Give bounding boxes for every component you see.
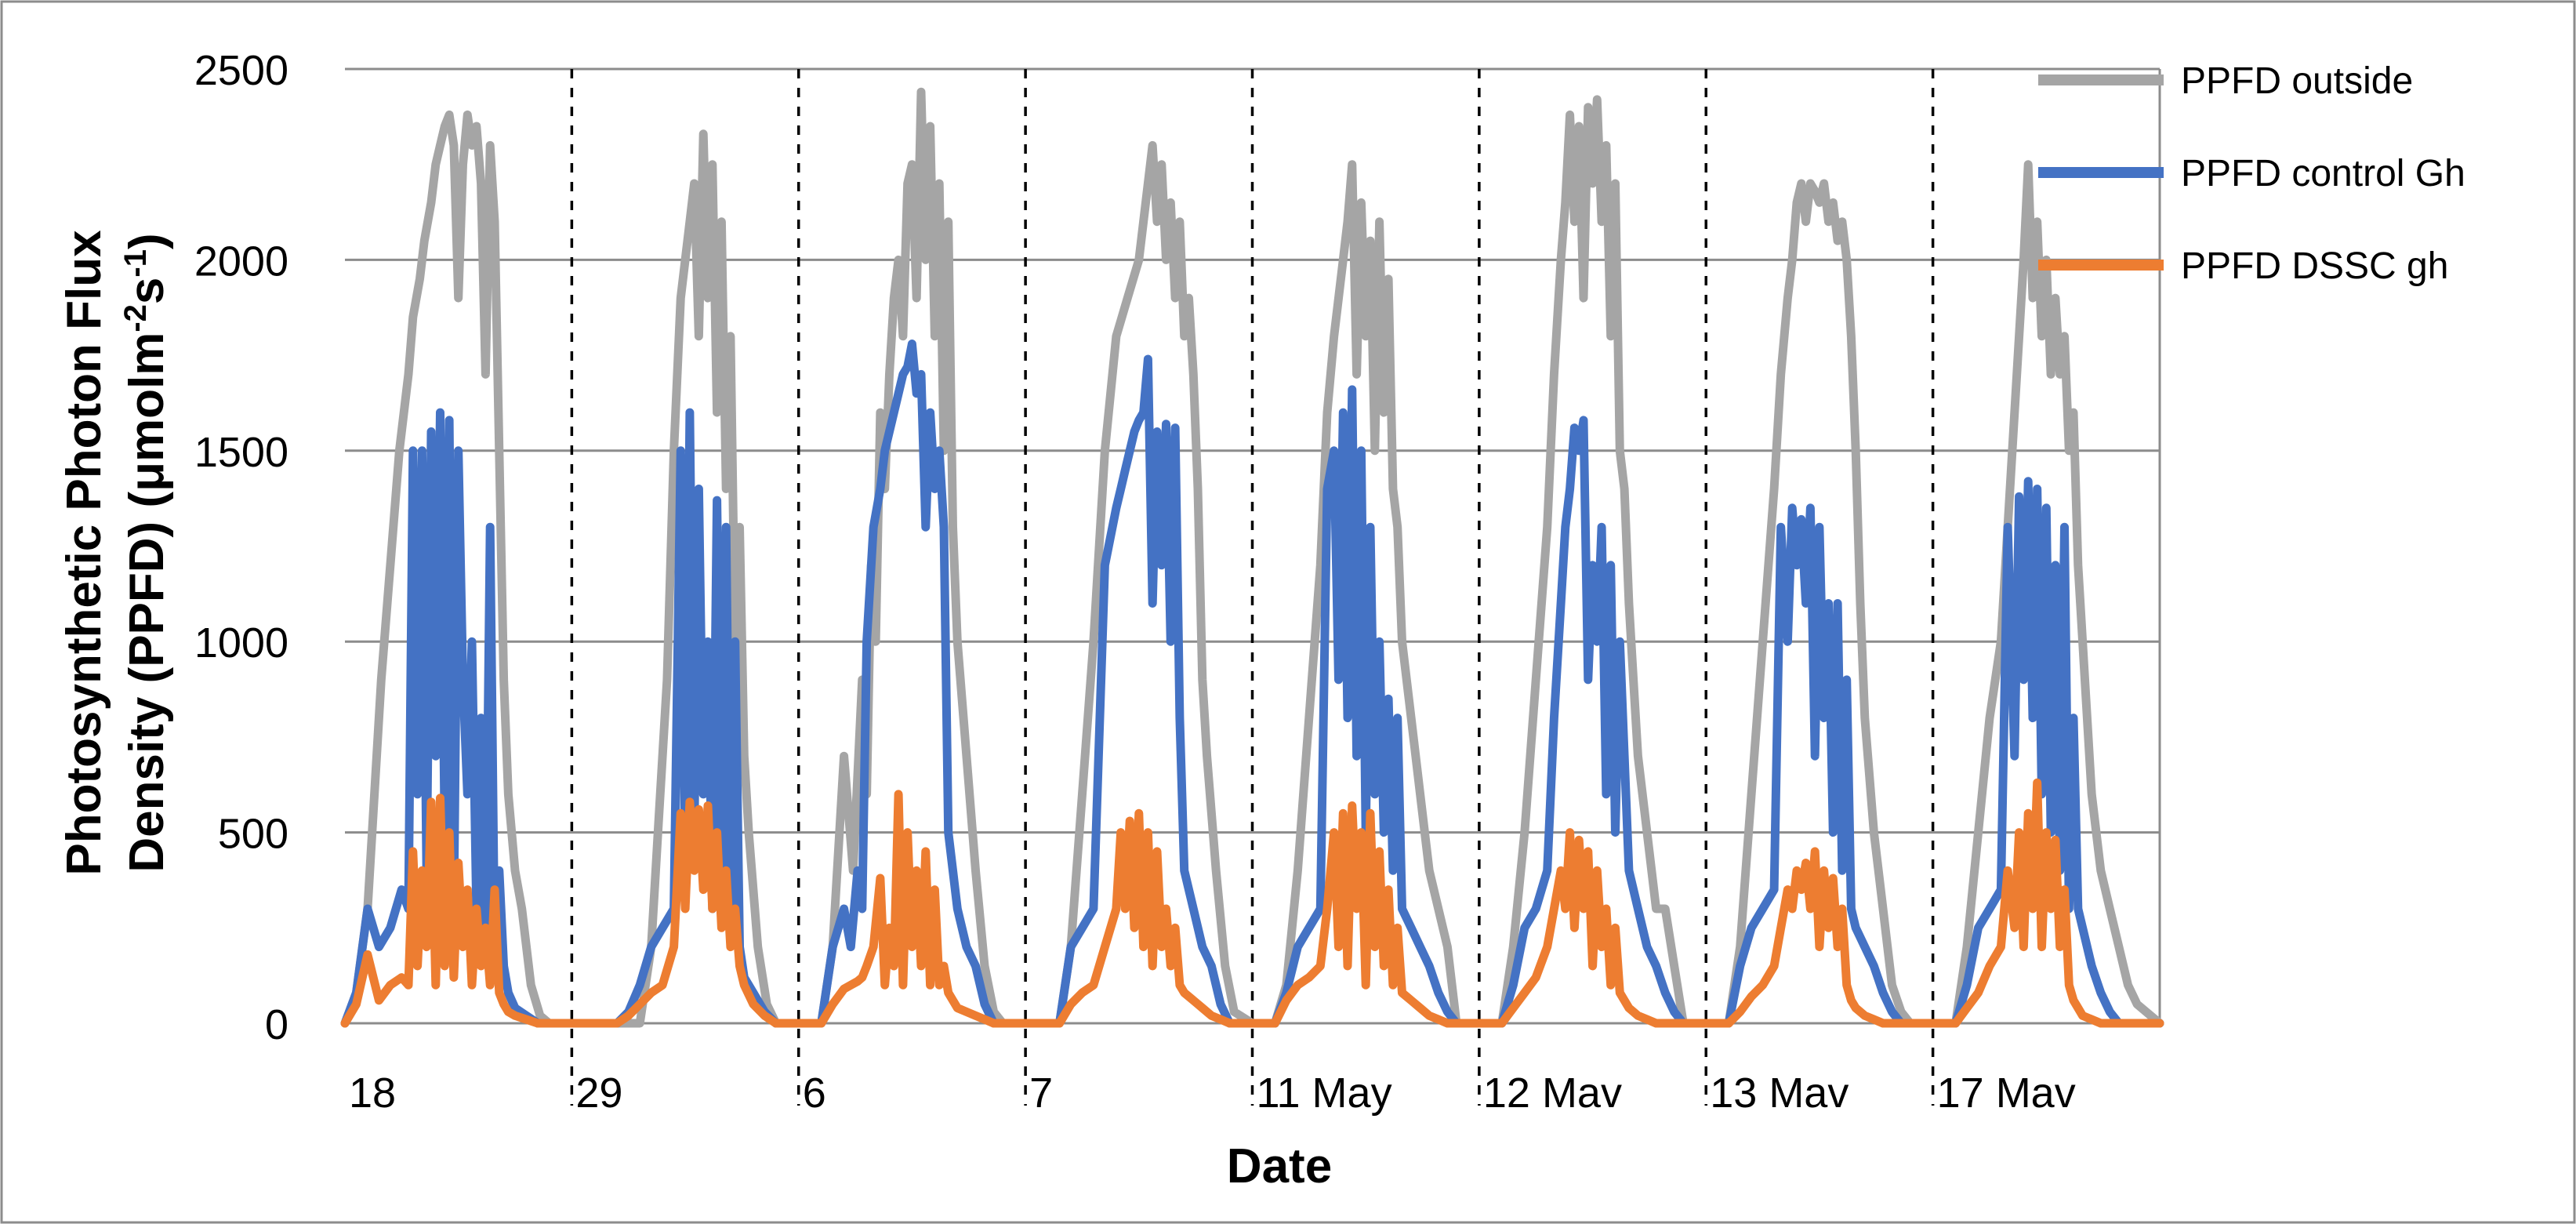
x-tick-label: 6 [803,1070,826,1117]
x-tick-label: 13 Mav [1710,1070,1849,1117]
y-axis-title: Photosynthetic Photon Flux Density (PPFD… [57,230,174,876]
y-tick-labels: 0 500 1000 1500 2000 2500 [194,47,288,1048]
y-axis-title-s: s [120,278,174,304]
y-axis-title-close: ) [120,233,174,249]
series-line-2 [340,778,2164,1028]
x-tick-label: 17 Mav [1937,1070,2076,1117]
y-tick-label: 500 [218,811,288,858]
x-tick-label: 18 [349,1070,396,1117]
legend-label: PPFD DSSC gh [2181,245,2448,287]
y-axis-title-sup1: -2 [118,304,153,332]
series-lines [340,87,2164,1028]
legend-label: PPFD outside [2181,60,2413,102]
y-axis-title-main: Density (PPFD) (μmolm [120,332,174,873]
y-tick-label: 2000 [194,238,288,285]
x-tick-label: 7 [1029,1070,1053,1117]
x-axis-title: Date [1227,1139,1332,1193]
day-separators [570,69,1935,1106]
y-tick-label: 1000 [194,619,288,666]
y-axis-title-line1: Photosynthetic Photon Flux [57,230,111,876]
x-tick-label: 12 Mav [1483,1070,1622,1117]
legend: PPFD outside PPFD control Gh PPFD DSSC gh [2038,60,2465,287]
x-tick-label: 29 [575,1070,622,1117]
x-tick-label: 11 May [1257,1070,1392,1117]
legend-label: PPFD control Gh [2181,153,2465,194]
y-tick-label: 0 [265,1001,288,1048]
y-axis-title-line2: Density (PPFD) (μmolm-2s-1) [118,233,174,872]
x-tick-labels: 18 29 6 7 11 May 12 Mav 13 Mav 17 Mav [349,1070,2076,1117]
y-tick-label: 1500 [194,429,288,476]
y-axis-title-sup2: -1 [118,249,153,278]
y-tick-label: 2500 [194,47,288,94]
